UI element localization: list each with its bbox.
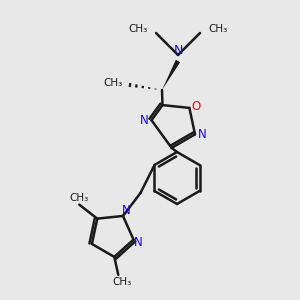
Text: N: N bbox=[140, 114, 149, 127]
Text: N: N bbox=[173, 44, 183, 58]
Text: CH₃: CH₃ bbox=[104, 78, 123, 88]
Text: CH₃: CH₃ bbox=[129, 24, 148, 34]
Text: CH₃: CH₃ bbox=[208, 24, 227, 34]
Text: O: O bbox=[192, 100, 201, 113]
Text: N: N bbox=[122, 204, 130, 218]
Text: CH₃: CH₃ bbox=[113, 277, 132, 287]
Text: CH₃: CH₃ bbox=[70, 193, 89, 203]
Text: N: N bbox=[198, 128, 206, 141]
Text: N: N bbox=[134, 236, 143, 249]
Polygon shape bbox=[162, 60, 180, 90]
